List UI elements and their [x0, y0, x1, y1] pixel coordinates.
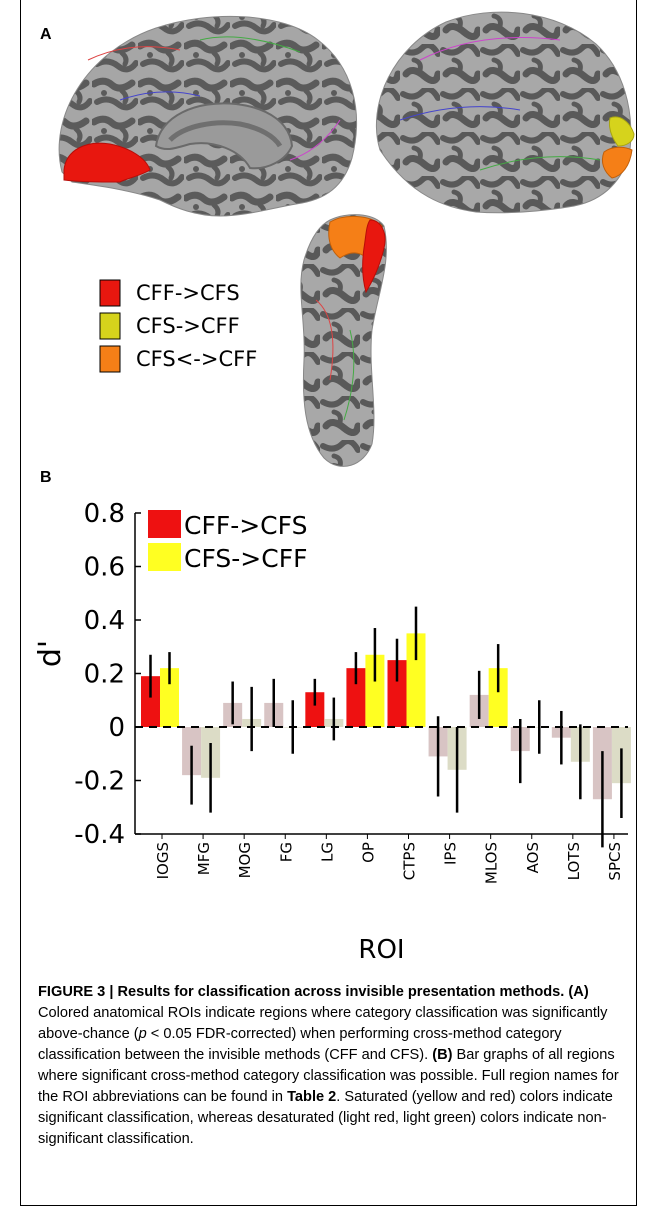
x-tick-label-fg: FG — [277, 842, 295, 862]
bar-op-series-2 — [365, 654, 385, 727]
figure-caption: FIGURE 3 | Results for classification ac… — [38, 982, 628, 1150]
y-tick-label-0: 0 — [108, 713, 125, 743]
bar-iogs-series-2 — [160, 668, 179, 727]
bar-ctps-series-2 — [406, 633, 426, 727]
legend-label-cff-cfs: CFF->CFS — [136, 281, 240, 305]
caption-title: FIGURE 3 | Results for classification ac… — [38, 984, 565, 1000]
x-axis-title: ROI — [358, 935, 404, 965]
legend-label-series-2: CFS->CFF — [184, 544, 307, 573]
x-tick-label-mfg: MFG — [195, 842, 213, 875]
x-tick-label-mog: MOG — [236, 842, 254, 878]
panel-a-legend: CFF->CFS CFS->CFF CFS<->CFF — [99, 279, 257, 373]
x-tick-label-lg: LG — [318, 842, 336, 862]
y-tick-label--0.4: -0.4 — [74, 820, 125, 850]
legend-swatch-series-2 — [148, 543, 181, 571]
ventral-brain-surface — [300, 214, 387, 467]
x-tick-label-mlos: MLOS — [483, 842, 501, 884]
legend-label-cfs-cff: CFS->CFF — [136, 314, 240, 338]
caption-b-text-2: . Saturated (yellow and red) colors indi… — [38, 1089, 613, 1147]
x-tick-label-lots: LOTS — [565, 842, 583, 880]
x-tick-label-aos: AOS — [524, 842, 542, 873]
x-tick-label-ips: IPS — [442, 842, 460, 865]
x-tick-label-ctps: CTPS — [401, 842, 419, 880]
caption-b-label: (B) — [432, 1047, 453, 1063]
panel-b-letter: B — [40, 469, 52, 486]
bar-ctps-series-1 — [387, 660, 407, 727]
caption-a-label: (A) — [568, 984, 589, 1000]
legend-swatch-cff-cfs — [99, 279, 121, 307]
caption-table-ref: Table 2 — [287, 1089, 337, 1105]
y-tick-label-0.2: 0.2 — [84, 660, 125, 690]
caption-a-text-2: < 0.05 FDR-corrected) when performing cr… — [38, 1026, 562, 1063]
x-tick-label-op: OP — [359, 842, 377, 863]
x-tick-label-spcs: SPCS — [606, 842, 624, 881]
y-tick-label-0.4: 0.4 — [84, 606, 125, 636]
legend-label-cfs-both-cff: CFS<->CFF — [136, 347, 257, 371]
bar-chart: IOGS MFG MOG FG LG OP CTPS IPS MLOS AOS LOTS SPCS 0.… — [33, 499, 631, 965]
y-tick-label-0.6: 0.6 — [84, 553, 125, 583]
y-axis-title: d' — [33, 640, 68, 667]
medial-brain-surface — [58, 15, 358, 217]
caption-p-symbol: p — [138, 1026, 147, 1042]
x-tick-label-iogs: IOGS — [154, 842, 172, 879]
legend-swatch-cfs-cff — [99, 312, 121, 340]
legend-swatch-cfs-both-cff — [99, 345, 121, 373]
caption-a-text-1: Colored anatomical ROIs indicate regions… — [38, 1005, 608, 1042]
bar-iogs-series-1 — [141, 676, 160, 727]
legend-swatch-series-1 — [148, 510, 181, 538]
bar-op-series-1 — [346, 668, 366, 727]
y-tick-label-0.8: 0.8 — [84, 499, 125, 529]
lateral-brain-surface — [376, 11, 635, 214]
caption-b-text-1: Bar graphs of all regions where signific… — [38, 1047, 619, 1105]
bar-lg-series-1 — [305, 692, 325, 727]
y-tick-label--0.2: -0.2 — [74, 767, 125, 797]
bar-mlos-series-2 — [488, 668, 508, 727]
figure-frame — [20, 0, 637, 1206]
legend-label-series-1: CFF->CFS — [184, 511, 307, 540]
panel-a-brain-images: CFF->CFS CFS->CFF CFS<->CFF — [58, 11, 635, 467]
panel-a-letter: A — [40, 26, 52, 43]
